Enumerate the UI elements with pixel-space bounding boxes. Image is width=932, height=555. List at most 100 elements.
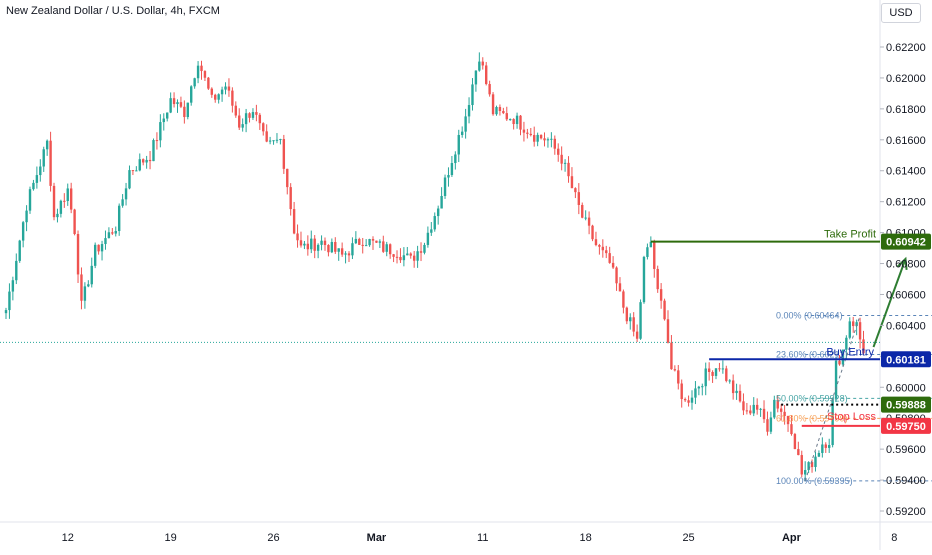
candle-body	[395, 256, 399, 258]
candle-body	[793, 434, 797, 450]
candle-body	[430, 229, 433, 233]
candle-body	[286, 168, 289, 188]
candle-body	[677, 370, 680, 384]
candle-body	[49, 140, 52, 186]
candle-body	[289, 187, 292, 210]
candle-body	[436, 208, 440, 217]
candle-body	[694, 388, 697, 398]
candle-body	[457, 134, 460, 155]
candle-body	[32, 182, 35, 190]
candle-body	[35, 175, 39, 183]
candle-body	[800, 455, 803, 475]
y-tick-label: 0.61400	[886, 166, 926, 178]
candle-body	[87, 284, 90, 287]
candle-body	[714, 368, 718, 376]
x-tick-label: 18	[580, 532, 592, 544]
fib-level-label: 0.00% (0.60464)	[776, 311, 843, 321]
candle-body	[862, 339, 865, 354]
candle-body	[742, 401, 745, 411]
candle-body	[704, 368, 707, 387]
candle-body	[76, 234, 80, 275]
candle-body	[385, 244, 388, 252]
currency-button[interactable]: USD	[881, 3, 921, 23]
candle-body	[200, 65, 203, 72]
candle-body	[378, 241, 382, 243]
y-tick-label: 0.59600	[886, 444, 926, 456]
candle-body	[725, 368, 728, 381]
candle-body	[275, 139, 279, 141]
candle-body	[251, 112, 255, 118]
y-tick-label: 0.62000	[886, 73, 926, 85]
candle-body	[515, 115, 519, 125]
candle-body	[268, 140, 272, 142]
stop-loss-price-tag-text: 0.59750	[886, 421, 926, 433]
candle-body	[296, 233, 299, 241]
candle-body	[196, 65, 200, 79]
candle-body	[330, 242, 334, 253]
candle-body	[769, 417, 773, 432]
candle-body	[100, 244, 104, 252]
candle-body	[292, 209, 296, 234]
candle-body	[574, 188, 577, 193]
candle-body	[779, 408, 783, 412]
buy-entry-price-tag-text: 0.60181	[886, 354, 926, 366]
candle-body	[474, 70, 478, 85]
candle-body	[214, 94, 217, 100]
candle-body	[553, 138, 556, 149]
y-tick-label: 0.61800	[886, 104, 926, 116]
candle-body	[255, 112, 258, 115]
candle-body	[831, 399, 834, 446]
candle-body	[711, 371, 714, 376]
candle-body	[587, 217, 591, 226]
x-tick-label: Mar	[367, 532, 387, 544]
x-tick-label: 8	[891, 532, 897, 544]
x-tick-label: 12	[62, 532, 74, 544]
candle-body	[858, 322, 862, 340]
candle-body	[282, 139, 286, 169]
candle-body	[852, 321, 855, 327]
candle-body	[392, 254, 395, 257]
candle-body	[697, 386, 701, 389]
candle-body	[234, 105, 238, 116]
candle-body	[533, 135, 536, 142]
candle-body	[557, 148, 560, 155]
candle-body	[491, 94, 495, 115]
candle-body	[193, 78, 196, 87]
candle-body	[56, 213, 59, 218]
candle-body	[755, 404, 759, 410]
target-arrow-shaft	[872, 258, 907, 348]
candle-body	[217, 94, 220, 100]
candle-body	[80, 274, 83, 301]
candle-body	[361, 244, 364, 246]
candle-body	[371, 238, 375, 241]
candle-body	[375, 240, 378, 243]
candle-body	[169, 98, 172, 113]
candle-body	[642, 256, 646, 303]
candle-body	[814, 456, 817, 468]
candle-body	[502, 111, 505, 114]
candle-body	[687, 400, 690, 403]
overlays: 0.00% (0.60464) 23.60% (0.60212) 50.00% (0…	[0, 229, 932, 486]
candle-body	[526, 132, 529, 134]
candle-body	[683, 399, 687, 401]
candle-body	[272, 140, 275, 142]
candle-body	[707, 368, 711, 372]
price-axis: 0.62200 0.62000 0.61800 0.61600 0.61400 0.612…	[880, 42, 931, 518]
candle-body	[93, 244, 97, 266]
candle-body	[279, 139, 282, 141]
candle-body	[539, 134, 543, 139]
candle-body	[618, 283, 622, 292]
candle-body	[426, 232, 430, 245]
candle-body	[834, 360, 838, 400]
candle-body	[190, 86, 193, 103]
candle-body	[848, 321, 851, 338]
candle-body	[313, 238, 316, 251]
candle-body	[690, 397, 694, 403]
candle-body	[498, 107, 502, 112]
target-arrow-head	[896, 256, 908, 270]
candle-body	[567, 162, 570, 177]
candle-body	[563, 162, 567, 164]
